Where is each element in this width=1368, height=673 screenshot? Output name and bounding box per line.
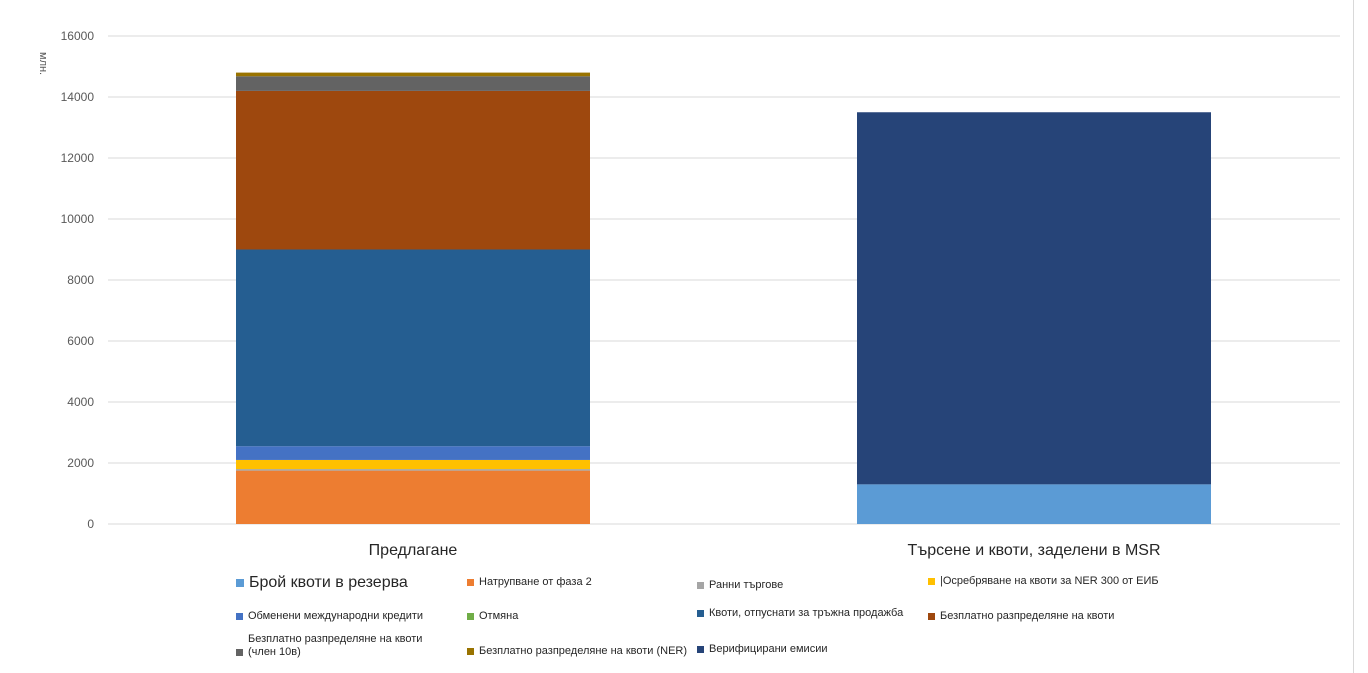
y-axis-label: млн. bbox=[37, 52, 49, 75]
bar-segment bbox=[857, 484, 1211, 524]
bar-segment bbox=[236, 459, 590, 470]
y-axis-ticks: 0 2000 4000 6000 8000 10000 12000 14000 16000 bbox=[61, 29, 95, 531]
bar-segment bbox=[236, 469, 590, 471]
x-category-label: Търсене и квоти, заделени в MSR bbox=[907, 542, 1160, 559]
y-tick-label: 16000 bbox=[61, 29, 95, 43]
chart-frame-border bbox=[1353, 0, 1354, 673]
bars bbox=[236, 72, 1211, 524]
x-axis-labels: Предлагане Търсене и квоти, заделени в MS… bbox=[369, 542, 1161, 559]
bar-segment bbox=[236, 446, 590, 460]
y-tick-label: 2000 bbox=[67, 456, 94, 470]
y-tick-label: 0 bbox=[87, 517, 94, 531]
bar-segment bbox=[236, 76, 590, 91]
y-tick-label: 12000 bbox=[61, 151, 95, 165]
bar-segment bbox=[236, 249, 590, 447]
x-category-label: Предлагане bbox=[369, 542, 458, 559]
bar-segment bbox=[236, 90, 590, 250]
bar-segment bbox=[857, 112, 1211, 485]
y-tick-label: 8000 bbox=[67, 273, 94, 287]
y-tick-label: 10000 bbox=[61, 212, 95, 226]
y-tick-label: 6000 bbox=[67, 334, 94, 348]
y-tick-label: 4000 bbox=[67, 395, 94, 409]
bar-segment bbox=[236, 470, 590, 524]
bar-segment bbox=[236, 72, 590, 77]
y-tick-label: 14000 bbox=[61, 90, 95, 104]
